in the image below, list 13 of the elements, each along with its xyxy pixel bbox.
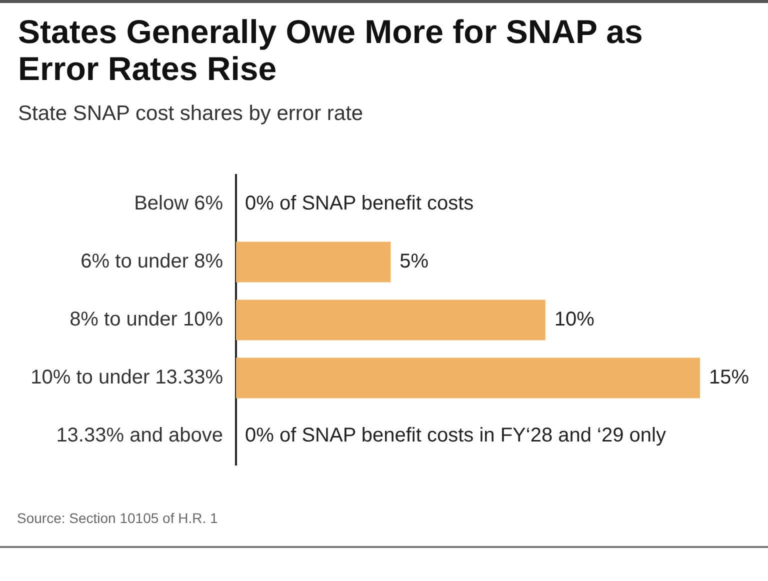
- source-note: Source: Section 10105 of H.R. 1: [17, 509, 218, 527]
- chart-subtitle: State SNAP cost shares by error rate: [18, 101, 364, 127]
- chart-title: States Generally Owe More for SNAP as Error Rates Rise: [18, 13, 644, 87]
- data-label: 0% of SNAP benefit costs: [245, 192, 474, 215]
- y-tick-label: 13.33% and above: [56, 424, 223, 447]
- y-tick-label: 6% to under 8%: [80, 250, 224, 273]
- data-label: 0% of SNAP benefit costs in FY‘28 and ‘29 only: [245, 424, 666, 447]
- data-label: 15%: [709, 366, 750, 389]
- data-label: 10%: [554, 308, 595, 331]
- y-tick-label: 10% to under 13.33%: [30, 366, 224, 389]
- y-tick-label: Below 6%: [134, 192, 224, 215]
- y-tick-label: 8% to under 10%: [70, 308, 224, 331]
- data-label: 5%: [400, 250, 429, 273]
